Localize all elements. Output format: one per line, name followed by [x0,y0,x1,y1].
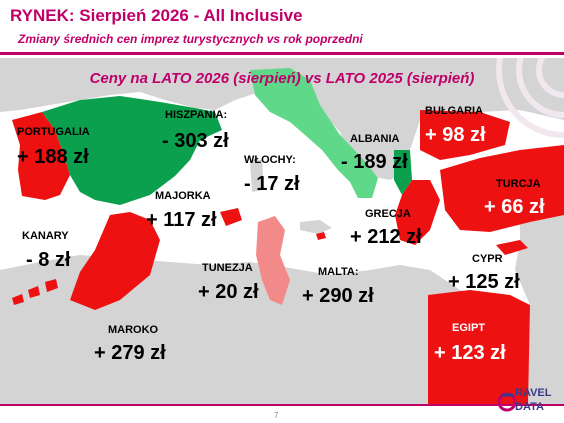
label-bulgaria-value: + 98 zł [425,124,486,146]
label-morocco-name: MAROKO [108,324,159,336]
label-bulgaria-name: BUŁGARIA [425,105,484,117]
page-title: RYNEK: Sierpień 2026 - All Inclusive [10,6,303,25]
label-albania-value: - 189 zł [341,151,408,173]
region-majorca [220,208,242,226]
label-italy-name: WŁOCHY: [244,154,296,166]
map-chart [0,58,564,404]
label-egypt-value: + 123 zł [434,342,506,364]
region-bulgaria [420,110,510,160]
label-portugal-name: PORTUGALIA [17,126,90,138]
label-albania-name: ALBANIA [350,133,400,145]
label-spain-name: HISZPANIA: [165,109,228,121]
label-turkey-name: TURCJA [496,178,541,190]
region-tunisia [256,216,290,305]
travel-data-logo-icon [497,392,517,412]
label-tunisia-value: + 20 zł [198,281,259,303]
label-morocco-value: + 279 zł [94,342,166,364]
land-balkans [340,132,410,180]
logo-line2: DATA [515,401,544,413]
region-albania [394,150,412,195]
label-egypt-name: EGIPT [452,322,486,334]
top-rule [0,52,564,55]
chart-heading: Ceny na LATO 2026 (sierpień) vs LATO 202… [89,70,475,87]
label-spain-value: - 303 zł [162,130,229,152]
logo-line1: RAVEL [515,387,552,399]
region-malta [316,232,326,240]
region-canary-1 [12,294,24,305]
label-turkey-value: + 66 zł [484,196,545,218]
label-cyprus-name: CYPR [472,253,503,265]
region-canary-3 [45,279,58,292]
label-greece-value: + 212 zł [350,226,422,248]
page-number: 7 [274,411,279,420]
label-malta-value: + 290 zł [302,285,374,307]
label-majorca-value: + 117 zł [146,209,217,231]
label-canary-value: - 8 zł [26,249,71,271]
region-italy [250,68,378,198]
region-spain [42,96,222,205]
label-greece-name: GRECJA [365,208,411,220]
label-malta-name: MALTA: [318,266,359,278]
region-canary-2 [28,286,40,298]
label-canary-name: KANARY [22,230,69,242]
label-italy-value: - 17 zł [244,173,300,195]
region-greece [395,180,440,245]
land-sardinia [250,160,264,192]
label-tunisia-name: TUNEZJA [202,262,253,274]
region-portugal [12,112,70,200]
page-subtitle: Zmiany średnich cen imprez turystycznych… [18,32,363,46]
land-africa [0,255,564,404]
region-cyprus [496,240,528,255]
label-portugal-value: + 188 zł [17,146,89,168]
bottom-rule [0,404,564,406]
decorative-rings [496,58,564,138]
region-morocco [70,212,160,310]
label-cyprus-value: + 125 zł [448,271,520,293]
label-majorca-name: MAJORKA [155,190,211,202]
region-turkey [440,145,564,232]
land-europe-north [0,58,564,160]
region-egypt [428,290,530,404]
land-sicily [300,220,332,234]
travel-data-logo: RAVEL DATA [497,385,561,419]
